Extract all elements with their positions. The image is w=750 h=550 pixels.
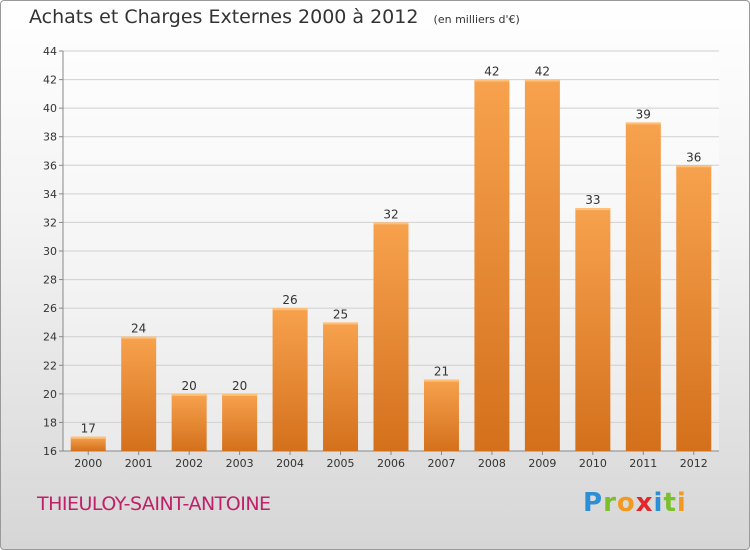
bar [272,308,308,451]
logo-letter: r [603,488,617,518]
data-label: 42 [484,65,499,79]
bar-highlight [676,165,712,168]
x-tick-label: 2007 [427,457,455,470]
x-tick-label: 2002 [175,457,203,470]
bar [474,79,510,452]
y-tick-label: 36 [43,159,57,172]
y-tick-label: 20 [43,388,57,401]
bar [171,393,207,451]
bar-highlight [575,208,611,211]
data-label: 26 [282,293,297,307]
logo-letter: i [676,488,687,518]
bar-highlight [272,308,308,311]
logo-letter: x [635,488,654,518]
bar [373,222,409,451]
y-tick-label: 34 [43,188,57,201]
bar-highlight [121,336,157,339]
bar [625,122,661,451]
y-tick-label: 30 [43,245,57,258]
title-row: Achats et Charges Externes 2000 à 2012 (… [29,6,520,28]
data-label: 21 [434,365,449,379]
logo-letter: i [653,488,664,518]
data-label: 32 [383,207,398,221]
bar-highlight [524,79,560,82]
x-tick-label: 2003 [226,457,254,470]
logo-letter: o [616,488,636,518]
data-label: 36 [686,150,701,164]
x-tick-label: 2005 [327,457,355,470]
bar-highlight [474,79,510,82]
y-tick-label: 40 [43,102,57,115]
x-tick-label: 2010 [579,457,607,470]
data-label: 20 [232,379,247,393]
y-tick-label: 22 [43,359,57,372]
bar [222,393,258,451]
data-label: 33 [585,193,600,207]
x-tick-label: 2000 [74,457,102,470]
bar [575,208,611,451]
data-label: 42 [535,65,550,79]
data-label: 17 [81,422,96,436]
x-tick-label: 2001 [125,457,153,470]
logo-letter: P [583,488,604,518]
y-tick-label: 44 [43,45,57,58]
data-label: 20 [182,379,197,393]
bar [423,379,459,451]
chart-subtitle: (en milliers d'€) [433,13,520,26]
bar [121,336,157,451]
bar-highlight [171,393,207,396]
x-tick-label: 2012 [680,457,708,470]
x-tick-label: 2009 [528,457,556,470]
x-tick-label: 2004 [276,457,304,470]
y-tick-label: 18 [43,416,57,429]
bar-highlight [323,322,359,325]
bar [676,165,712,452]
data-label: 39 [636,107,651,121]
bar [70,436,106,451]
y-tick-label: 42 [43,74,57,87]
proxiti-logo: Proxiti [583,488,687,518]
y-tick-label: 28 [43,274,57,287]
bar-highlight [625,122,661,125]
logo-letter: t [663,488,677,518]
bar [524,79,560,452]
y-tick-label: 32 [43,216,57,229]
y-tick-label: 38 [43,131,57,144]
chart-title: Achats et Charges Externes 2000 à 2012 [29,6,419,28]
bar-highlight [423,379,459,382]
y-tick-label: 24 [43,331,57,344]
x-tick-label: 2008 [478,457,506,470]
bar-highlight [373,222,409,225]
data-label: 25 [333,307,348,321]
bar [323,322,359,451]
y-tick-label: 26 [43,302,57,315]
commune-name: THIEULOY-SAINT-ANTOINE [37,493,271,515]
x-tick-label: 2006 [377,457,405,470]
y-tick-label: 16 [43,445,57,458]
bar-highlight [222,393,258,396]
data-label: 24 [131,322,146,336]
x-tick-label: 2011 [629,457,657,470]
bar-highlight [70,436,106,439]
